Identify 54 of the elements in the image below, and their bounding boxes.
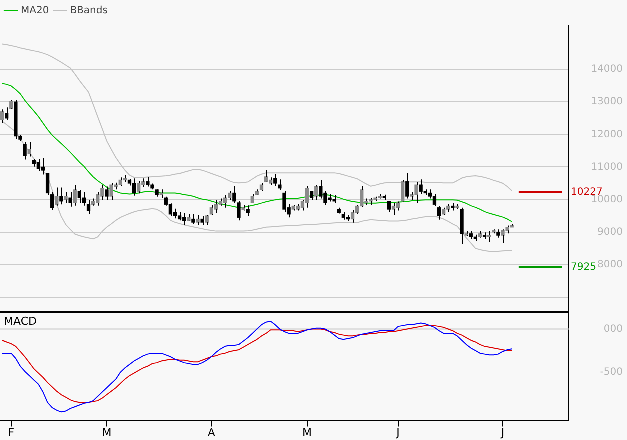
candlestick — [451, 202, 455, 212]
candlestick — [478, 230, 482, 238]
candlestick — [246, 205, 250, 217]
candlestick — [232, 186, 236, 204]
y-tick-label: 11000 — [591, 162, 623, 173]
x-tick-label: A — [208, 426, 216, 440]
candlestick — [278, 179, 282, 191]
candlestick — [86, 200, 91, 215]
candlestick — [214, 200, 218, 214]
candlestick — [387, 201, 392, 213]
candlestick — [350, 210, 355, 224]
candlestick — [200, 216, 204, 226]
x-tick-label: J — [500, 426, 505, 440]
candlestick — [432, 194, 437, 207]
y-tick-label: 8000 — [598, 259, 624, 270]
x-tick-label: J — [396, 426, 400, 440]
candlestick — [36, 158, 41, 172]
candlestick — [482, 232, 487, 240]
candlestick — [0, 109, 4, 124]
y-tick-label: 14000 — [591, 64, 623, 76]
candlestick — [60, 187, 64, 206]
x-tick-label: F — [8, 426, 15, 440]
candlestick — [342, 212, 346, 220]
candlestick — [50, 192, 54, 211]
candlestick — [274, 174, 278, 187]
candlestick — [237, 200, 241, 222]
x-tick-label: M — [102, 426, 112, 440]
legend-label: MA20 — [21, 6, 50, 17]
ref-line-label: 7925 — [571, 262, 596, 273]
legend-label: BBands — [70, 6, 108, 17]
x-tick-label: M — [302, 426, 312, 440]
candlestick — [406, 172, 410, 200]
candlestick — [132, 178, 136, 196]
chart-title: MACD — [4, 314, 37, 328]
candlestick — [82, 192, 86, 206]
candlestick — [396, 201, 400, 212]
candlestick — [496, 229, 500, 238]
y-tick-label: 9000 — [598, 226, 624, 238]
y-tick-label: 12000 — [591, 129, 623, 140]
y-tick-label: 000 — [604, 324, 624, 335]
candlestick — [68, 192, 72, 208]
y-tick-label: 13000 — [591, 96, 623, 108]
candlestick — [173, 208, 178, 220]
candlestick — [41, 158, 46, 176]
candlestick — [192, 214, 196, 225]
y-tick-label: 10000 — [591, 194, 623, 206]
candlestick — [105, 186, 109, 201]
candlestick — [5, 107, 9, 121]
candlestick — [223, 195, 228, 208]
candlestick — [392, 202, 396, 216]
candlestick — [305, 186, 310, 208]
candlestick — [155, 190, 159, 198]
y-tick-label: -500 — [600, 367, 624, 378]
candlestick — [218, 198, 223, 206]
